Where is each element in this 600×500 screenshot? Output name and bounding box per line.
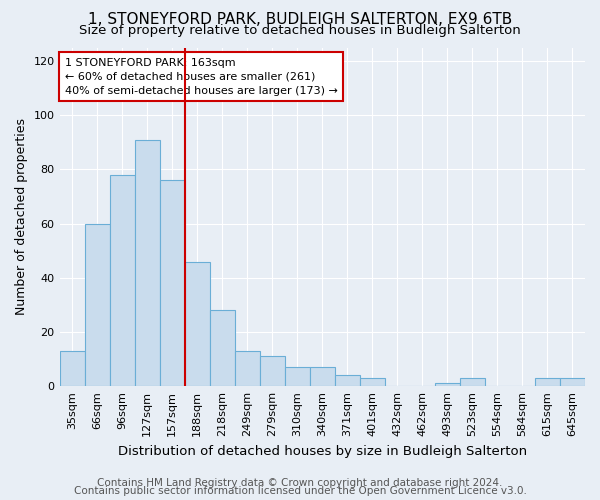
- Text: Contains HM Land Registry data © Crown copyright and database right 2024.: Contains HM Land Registry data © Crown c…: [97, 478, 503, 488]
- Bar: [160, 180, 185, 386]
- Text: Contains public sector information licensed under the Open Government Licence v3: Contains public sector information licen…: [74, 486, 526, 496]
- Y-axis label: Number of detached properties: Number of detached properties: [15, 118, 28, 316]
- Text: Size of property relative to detached houses in Budleigh Salterton: Size of property relative to detached ho…: [79, 24, 521, 37]
- Bar: [260, 356, 285, 386]
- Bar: [185, 262, 209, 386]
- Bar: [134, 140, 160, 386]
- Bar: [535, 378, 560, 386]
- Bar: [110, 175, 134, 386]
- Bar: [235, 351, 260, 386]
- X-axis label: Distribution of detached houses by size in Budleigh Salterton: Distribution of detached houses by size …: [118, 444, 527, 458]
- Bar: [335, 376, 360, 386]
- Bar: [360, 378, 385, 386]
- Bar: [85, 224, 110, 386]
- Bar: [560, 378, 585, 386]
- Bar: [285, 367, 310, 386]
- Bar: [460, 378, 485, 386]
- Bar: [310, 367, 335, 386]
- Bar: [435, 384, 460, 386]
- Bar: [209, 310, 235, 386]
- Text: 1, STONEYFORD PARK, BUDLEIGH SALTERTON, EX9 6TB: 1, STONEYFORD PARK, BUDLEIGH SALTERTON, …: [88, 12, 512, 28]
- Text: 1 STONEYFORD PARK: 163sqm
← 60% of detached houses are smaller (261)
40% of semi: 1 STONEYFORD PARK: 163sqm ← 60% of detac…: [65, 58, 338, 96]
- Bar: [59, 351, 85, 386]
